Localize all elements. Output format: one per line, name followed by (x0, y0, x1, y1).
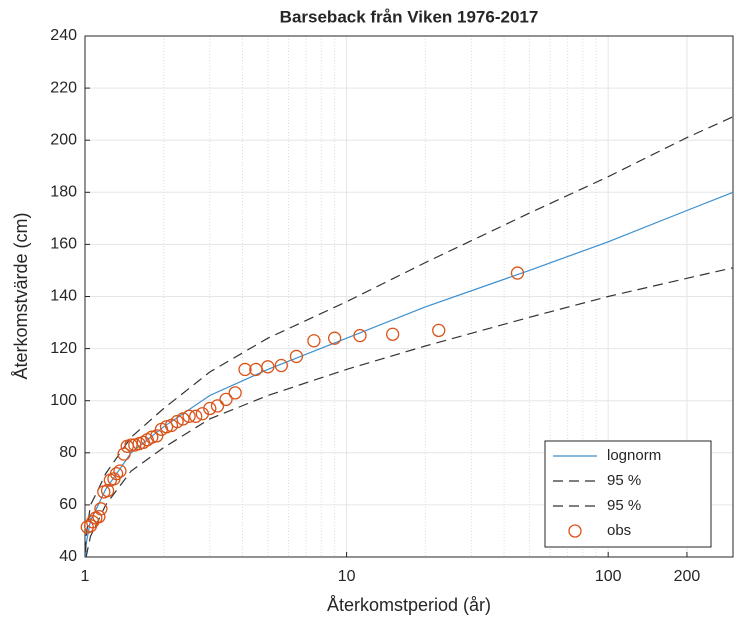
x-tick-label: 100 (595, 568, 622, 585)
obs-point (120, 439, 134, 453)
legend-label: obs (607, 522, 631, 539)
obs-point (176, 412, 190, 426)
legend-marker (568, 524, 582, 538)
obs-point (80, 520, 94, 534)
obs-point (274, 358, 288, 373)
y-tick-label: 220 (50, 79, 77, 96)
x-axis-label: Återkomstperiod (år) (327, 595, 491, 615)
obs-point (238, 362, 252, 377)
x-tick-label: 1 (81, 568, 90, 585)
obs-point (327, 331, 342, 345)
obs-point (128, 438, 142, 452)
plot-frame (84, 35, 734, 558)
obs-point (140, 433, 154, 447)
obs-point (289, 349, 304, 364)
legend-label: 95 % (607, 472, 641, 489)
obs-point (182, 409, 196, 423)
obs-point (307, 334, 321, 348)
obs-point (353, 328, 367, 343)
y-tick-label: 100 (50, 392, 77, 409)
y-tick-label: 160 (50, 236, 77, 253)
y-tick-label: 60 (59, 496, 77, 513)
obs-point (510, 266, 525, 280)
chart-title: Barseback från Viken 1976-2017 (280, 7, 539, 26)
y-axis-label: Återkomstvärde (cm) (11, 212, 31, 379)
y-tick-label: 120 (50, 340, 77, 357)
y-tick-label: 240 (50, 27, 77, 44)
legend-box (544, 440, 712, 548)
obs-point (150, 429, 164, 443)
y-tick-label: 80 (59, 444, 77, 461)
obs-point (189, 409, 203, 423)
line (85, 116, 734, 552)
x-tick-label: 10 (338, 568, 356, 585)
y-tick-label: 200 (50, 131, 77, 148)
y-tick-label: 40 (59, 548, 77, 565)
legend-label: 95 % (607, 497, 641, 514)
obs-point (195, 407, 210, 421)
obs-point (228, 386, 242, 400)
x-tick-label: 200 (674, 568, 701, 585)
obs-point (432, 323, 446, 338)
y-tick-label: 180 (50, 184, 77, 201)
obs-point (117, 447, 131, 461)
obs-point (103, 473, 118, 487)
obs-point (97, 485, 111, 499)
obs-point (249, 362, 263, 377)
y-tick-label: 140 (50, 288, 77, 305)
legend-label: lognorm (607, 447, 661, 464)
obs-point (210, 399, 225, 413)
obs-point (386, 327, 400, 341)
obs-point (219, 392, 233, 407)
